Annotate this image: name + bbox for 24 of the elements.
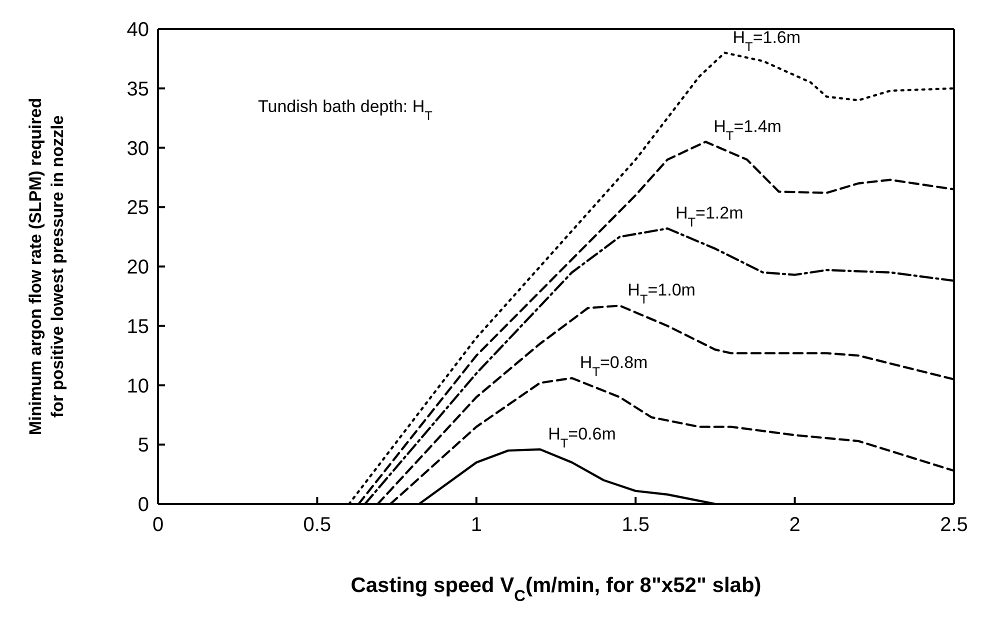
- y-tick-label: 0: [138, 494, 149, 516]
- series-label: H$_{T}$=1.2m: [675, 204, 744, 229]
- y-tick-label: 30: [126, 138, 149, 160]
- x-axis-title: Casting speed V$_{C}$(m/min, for 8"x52" slab): [350, 574, 762, 604]
- series-label: H$_{T}$=1.0m: [628, 280, 696, 306]
- y-tick-label: 20: [126, 256, 149, 279]
- y-tick-label: 35: [126, 78, 149, 100]
- y-tick-label: 15: [126, 316, 149, 338]
- x-tick-label: 1: [470, 514, 482, 536]
- series-label: H$_{T}$=1.6m: [732, 28, 801, 54]
- annotation: Tundish bath depth: H$_{T}$: [258, 97, 433, 122]
- x-tick-label: 2.5: [940, 514, 968, 536]
- series-label: H$_{T}$=0.8m: [580, 353, 648, 379]
- y-tick-label: 10: [126, 375, 149, 398]
- x-tick-label: 1.5: [622, 514, 650, 536]
- y-tick-label: 5: [138, 434, 149, 457]
- y-tick-label: 40: [126, 19, 149, 42]
- y-tick-label: 25: [126, 197, 149, 220]
- series-label: H$_{T}$=1.4m: [714, 116, 782, 142]
- y-axis-title: Minimum argon flow rate (SLPM) required for positive lowest pressure in nozzle: [26, 98, 67, 436]
- series-label: H$_{T}$=0.6m: [548, 424, 616, 450]
- x-tick-label: 2: [789, 514, 800, 536]
- x-tick-label: 0.5: [303, 514, 332, 536]
- x-tick-label: 0: [152, 514, 164, 536]
